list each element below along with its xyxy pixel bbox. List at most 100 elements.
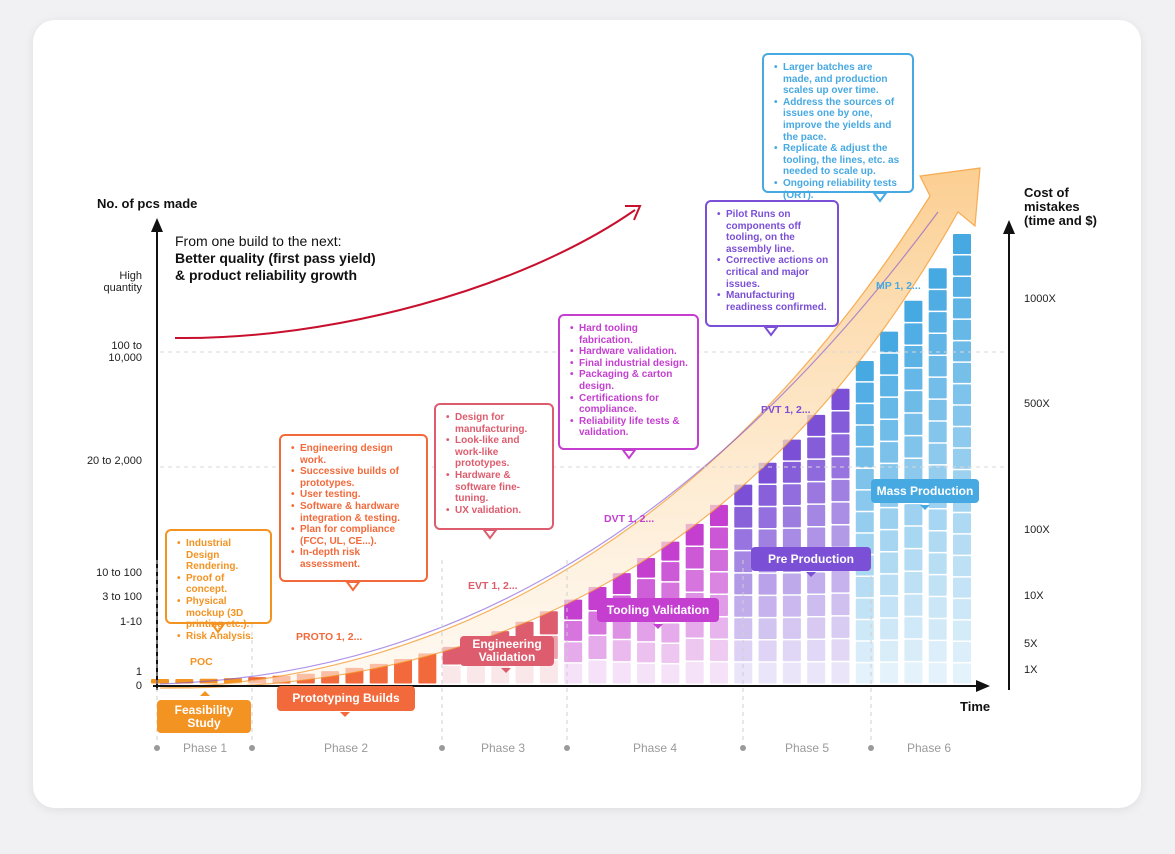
y-tick-100-10000: 100 to 10,000 (108, 340, 142, 364)
phase-dot (249, 745, 255, 751)
callout-item: Design for manufacturing. (446, 412, 544, 435)
bar (709, 504, 728, 684)
pill-mass-production: Mass Production (871, 479, 979, 503)
callout-item: Hardware & software fine-tuning. (446, 470, 544, 505)
callout-item: Successive builds of prototypes. (291, 466, 418, 489)
cost-tick-1x: 1X (1024, 664, 1038, 676)
bar-group (151, 234, 971, 684)
pill-pointer (340, 712, 350, 717)
quality-arrow-head (625, 205, 642, 221)
callout-item: UX validation. (446, 505, 544, 517)
pill-pointer (200, 691, 210, 696)
callout-item: Corrective actions on critical and major… (717, 255, 829, 290)
y-tick-1: 1 (135, 666, 142, 678)
phase-dot (868, 745, 874, 751)
callout-pointer (345, 581, 361, 592)
pill-pointer (920, 505, 930, 510)
callout-pointer (621, 449, 637, 460)
stage-dvt: DVT 1, 2... (604, 513, 655, 525)
callout-item: In-depth risk assessment. (291, 547, 418, 570)
growth-arrow-edge (159, 211, 939, 685)
callout-phase-2: Engineering design work.Successive build… (279, 434, 428, 582)
bar (758, 462, 777, 684)
pill-pointer (653, 624, 663, 629)
phase-2: Phase 2 (324, 741, 369, 755)
bar (418, 653, 437, 684)
bar (394, 659, 413, 684)
pill-pointer (806, 572, 816, 577)
bar (880, 331, 899, 684)
cost-tick-5x: 5X (1024, 638, 1038, 650)
callout-phase-6: Larger batches are made, and production … (762, 53, 914, 201)
y-tick-high: High quantity (103, 270, 142, 294)
y-tick-3-100: 3 to 100 (102, 591, 142, 603)
y-axis-arrowhead (151, 218, 163, 232)
bar (855, 360, 874, 684)
callout-item: Look-like and work-like prototypes. (446, 435, 544, 470)
pill-pointer (501, 668, 511, 673)
phase-4: Phase 4 (633, 741, 678, 755)
callout-item: Risk Analysis. (177, 631, 262, 643)
callout-item: Hard tooling fabrication. (570, 323, 689, 346)
callout-item: User testing. (291, 489, 418, 501)
callout-item: Replicate & adjust the tooling, the line… (774, 143, 904, 178)
callout-phase-5: Pilot Runs on components off tooling, on… (705, 200, 839, 327)
callout-phase-1: Industrial Design Rendering.Proof of con… (165, 529, 272, 642)
phase-5: Phase 5 (785, 741, 830, 755)
phase-3: Phase 3 (481, 741, 526, 755)
bar (807, 414, 826, 684)
callout-item: Hardware validation. (570, 346, 689, 358)
pill-pre-production: Pre Production (751, 547, 871, 571)
bar (953, 234, 971, 684)
y-axis-title: No. of pcs made (97, 196, 198, 211)
callout-phase-4: Hard tooling fabrication.Hardware valida… (558, 314, 699, 450)
bar (612, 573, 631, 684)
callout-item: Software & hardware integration & testin… (291, 501, 418, 524)
callout-item: Pilot Runs on components off tooling, on… (717, 209, 829, 255)
bar (442, 646, 461, 684)
cost-tick-500x: 500X (1024, 398, 1050, 410)
callout-item: Address the sources of issues one by one… (774, 97, 904, 143)
callout-item: Manufacturing readiness confirmed. (717, 290, 829, 313)
y-tick-20-2000: 20 to 2,000 (86, 455, 142, 467)
phase-dot (740, 745, 746, 751)
growth-arrow-band (159, 167, 981, 689)
pill-prototyping-builds: Prototyping Builds (277, 686, 415, 711)
right-axis-title: Cost of mistakes (time and $) (1024, 185, 1097, 228)
callout-item: Physical mockup (3D printing etc.). (177, 596, 262, 631)
y-tick-0: 0 (135, 680, 142, 692)
headline: From one build to the next: Better quali… (175, 233, 376, 284)
callout-phase-3: Design for manufacturing.Look-like and w… (434, 403, 554, 530)
cost-axis-arrowhead (1003, 220, 1015, 234)
pill-tooling-validation: Tooling Validation (597, 598, 719, 622)
x-axis-arrowhead (976, 680, 990, 692)
callout-pointer (763, 326, 779, 337)
bar (564, 599, 583, 684)
quality-arrow (174, 209, 636, 340)
headline-line1: From one build to the next: (175, 233, 342, 249)
callout-item: Plan for compliance (FCC, UL, CE...). (291, 524, 418, 547)
phase-dot (439, 745, 445, 751)
pill-engineering-validation: Engineering Validation (460, 636, 554, 666)
stage-pvt: PVT 1, 2... (761, 404, 811, 416)
bar (928, 268, 947, 684)
phase-dot (154, 745, 160, 751)
callout-item: Industrial Design Rendering. (177, 538, 262, 573)
callout-item: Reliability life tests & validation. (570, 416, 689, 439)
callout-item: Larger batches are made, and production … (774, 62, 904, 97)
phase-6: Phase 6 (907, 741, 952, 755)
headline-line2: Better quality (first pass yield) (175, 250, 376, 266)
stage-poc: POC (190, 656, 213, 668)
headline-line3: & product reliability growth (175, 267, 358, 283)
stage-evt: EVT 1, 2... (468, 580, 518, 592)
callout-item: Ongoing reliability tests (ORT). (774, 178, 904, 201)
stage-proto: PROTO 1, 2... (296, 631, 363, 643)
callout-item: Engineering design work. (291, 443, 418, 466)
phase-dot (564, 745, 570, 751)
cost-tick-10x: 10X (1024, 590, 1044, 602)
bar (831, 388, 850, 684)
callout-item: Certifications for compliance. (570, 393, 689, 416)
y-tick-1-10: 1-10 (119, 616, 142, 628)
growth-arrow (159, 167, 981, 689)
